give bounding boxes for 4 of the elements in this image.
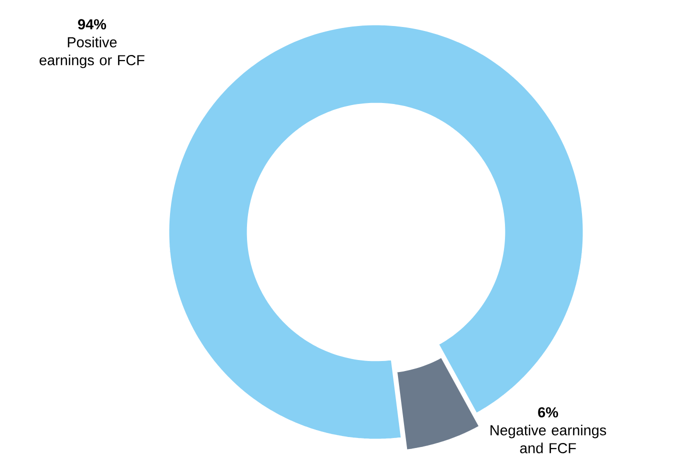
slice-label: Positive earnings or FCF [40,36,144,68]
data-label: 6% [538,407,558,418]
slice-label: Negative earnings and FCF [490,424,606,454]
data-label: 94% [78,19,106,30]
